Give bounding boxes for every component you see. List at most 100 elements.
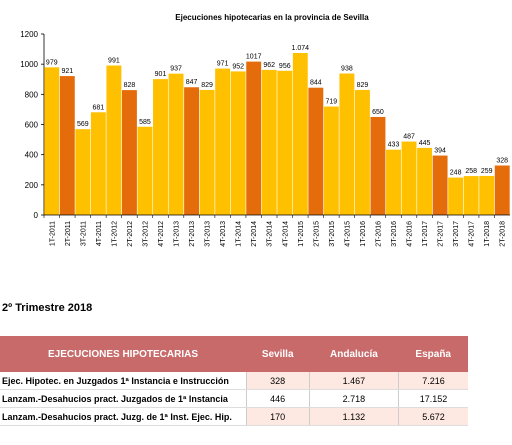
bar-value-label: 259 [481, 168, 493, 175]
x-tick-label: 2T-2016 [375, 221, 382, 247]
x-tick-label: 1T-2014 [236, 221, 243, 247]
x-tick-label: 2T-2018 [500, 221, 507, 247]
x-tick-label: 3T-2011 [80, 221, 87, 246]
bar [277, 70, 293, 215]
bar-value-label: 991 [108, 58, 120, 65]
bar [44, 67, 60, 215]
bar [90, 112, 106, 215]
bar-value-label: 445 [419, 140, 431, 147]
bar-value-label: 394 [434, 148, 446, 155]
bar-value-label: 719 [326, 99, 338, 106]
x-tick-label: 1T-2011 [49, 221, 56, 246]
x-tick-label: 1T-2012 [111, 221, 118, 247]
cell-espana: 5.672 [397, 407, 468, 426]
table-row: Lanzam.-Desahucios pract. Juzg. de 1ª In… [0, 407, 468, 426]
x-tick-label: 2T-2014 [251, 221, 258, 247]
x-tick-label: 3T-2016 [391, 221, 398, 247]
x-tick-label: 4T-2012 [158, 221, 165, 247]
y-tick-label: 600 [25, 121, 39, 130]
cell-espana: 17.152 [397, 389, 468, 408]
summary-table: EJECUCIONES HIPOTECARIAS Sevilla Andaluc… [0, 336, 468, 426]
x-tick-label: 3T-2013 [205, 221, 212, 247]
bar-value-label: 569 [77, 121, 89, 128]
row-label: Lanzam.-Desahucios pract. Juzg. de 1ª In… [0, 407, 246, 426]
x-tick-label: 2T-2012 [127, 221, 134, 247]
bar-value-label: 1.074 [292, 45, 310, 52]
bar-value-label: 847 [186, 79, 198, 86]
bar [494, 165, 510, 215]
section-title: 2º Trimestre 2018 [2, 302, 93, 314]
bar [401, 141, 417, 215]
bar [137, 126, 153, 215]
x-axis: 1T-2011 2T-2011 3T-2011 4T-2011 1T-2012 2T-20… [43, 214, 510, 247]
table-header-sevilla: Sevilla [246, 336, 310, 372]
bar [308, 87, 324, 215]
y-tick-label: 200 [25, 181, 39, 190]
bar-value-label: 585 [139, 119, 151, 126]
bar [121, 90, 137, 215]
row-label: Lanzam.-Desahucios pract. Juzgados de 1ª… [0, 389, 246, 408]
bar [432, 155, 448, 215]
bar-value-label: 1017 [246, 54, 262, 61]
x-tick-label: 4T-2014 [282, 221, 289, 247]
bar [463, 176, 479, 215]
table-row: Ejec. Hipotec. en Juzgados 1ª Instancia … [0, 372, 468, 390]
bar [199, 89, 215, 215]
bar [168, 73, 184, 216]
bar [230, 71, 246, 215]
cell-sevilla: 170 [245, 407, 310, 426]
cell-andalucia: 1.132 [308, 407, 399, 426]
bar-value-label: 829 [357, 82, 369, 89]
x-tick-label: 3T-2012 [142, 221, 149, 247]
x-tick-label: 1T-2013 [174, 221, 181, 247]
y-tick-label: 0 [34, 211, 39, 220]
bar-chart: Ejecuciones hipotecarias en la provincia… [20, 13, 510, 247]
x-tick-label: 4T-2013 [220, 221, 227, 247]
x-tick-label: 4T-2015 [344, 221, 351, 247]
bar-value-label: 328 [496, 158, 508, 165]
x-tick-label: 1T-2015 [298, 221, 305, 247]
bar [215, 68, 231, 215]
bar [75, 129, 91, 215]
bar-value-label: 962 [263, 62, 275, 69]
bar-value-label: 844 [310, 80, 322, 87]
bar [386, 149, 401, 215]
bar [292, 53, 308, 215]
x-tick-label: 3T-2017 [453, 221, 460, 247]
bar [261, 69, 277, 215]
x-tick-label: 4T-2011 [96, 221, 103, 246]
bar-value-label: 901 [155, 71, 167, 78]
cell-espana: 7.216 [397, 372, 468, 390]
bar-value-label: 921 [61, 68, 73, 75]
bar-value-label: 681 [93, 104, 105, 111]
bar-value-label: 828 [124, 82, 136, 89]
table-header-title: EJECUCIONES HIPOTECARIAS [0, 336, 246, 372]
bar-value-label: 433 [388, 142, 400, 149]
row-label: Ejec. Hipotec. en Juzgados 1ª Instancia … [0, 372, 246, 390]
x-tick-label: 1T-2017 [422, 221, 429, 247]
bar [323, 106, 339, 215]
bar-value-label: 937 [170, 66, 182, 73]
x-tick-label: 1T-2018 [484, 221, 491, 247]
x-tick-label: 2T-2011 [65, 221, 72, 246]
bar-value-label: 938 [341, 66, 353, 73]
bar-value-label: 487 [403, 134, 415, 141]
table-row: Lanzam.-Desahucios pract. Juzgados de 1ª… [0, 389, 468, 408]
x-tick-label: 4T-2016 [407, 221, 414, 247]
y-axis: 0 200 400 600 800 1000 1200 [20, 30, 45, 220]
x-tick-label: 3T-2015 [329, 221, 336, 247]
table-header-row: EJECUCIONES HIPOTECARIAS Sevilla Andaluc… [0, 336, 468, 372]
bar [354, 89, 370, 215]
chart-title: Ejecuciones hipotecarias en la provincia… [175, 13, 369, 22]
bar-value-label: 650 [372, 109, 384, 116]
bar [59, 76, 75, 216]
y-tick-label: 1000 [20, 60, 38, 69]
bar-value-label: 952 [232, 63, 244, 70]
y-tick-label: 400 [25, 151, 39, 160]
bars [44, 53, 510, 216]
y-tick-label: 1200 [20, 30, 38, 39]
cell-andalucia: 1.467 [308, 372, 399, 390]
y-tick-label: 800 [25, 90, 39, 99]
bar-value-label: 956 [279, 63, 291, 70]
x-tick-label: 2T-2015 [313, 221, 320, 247]
